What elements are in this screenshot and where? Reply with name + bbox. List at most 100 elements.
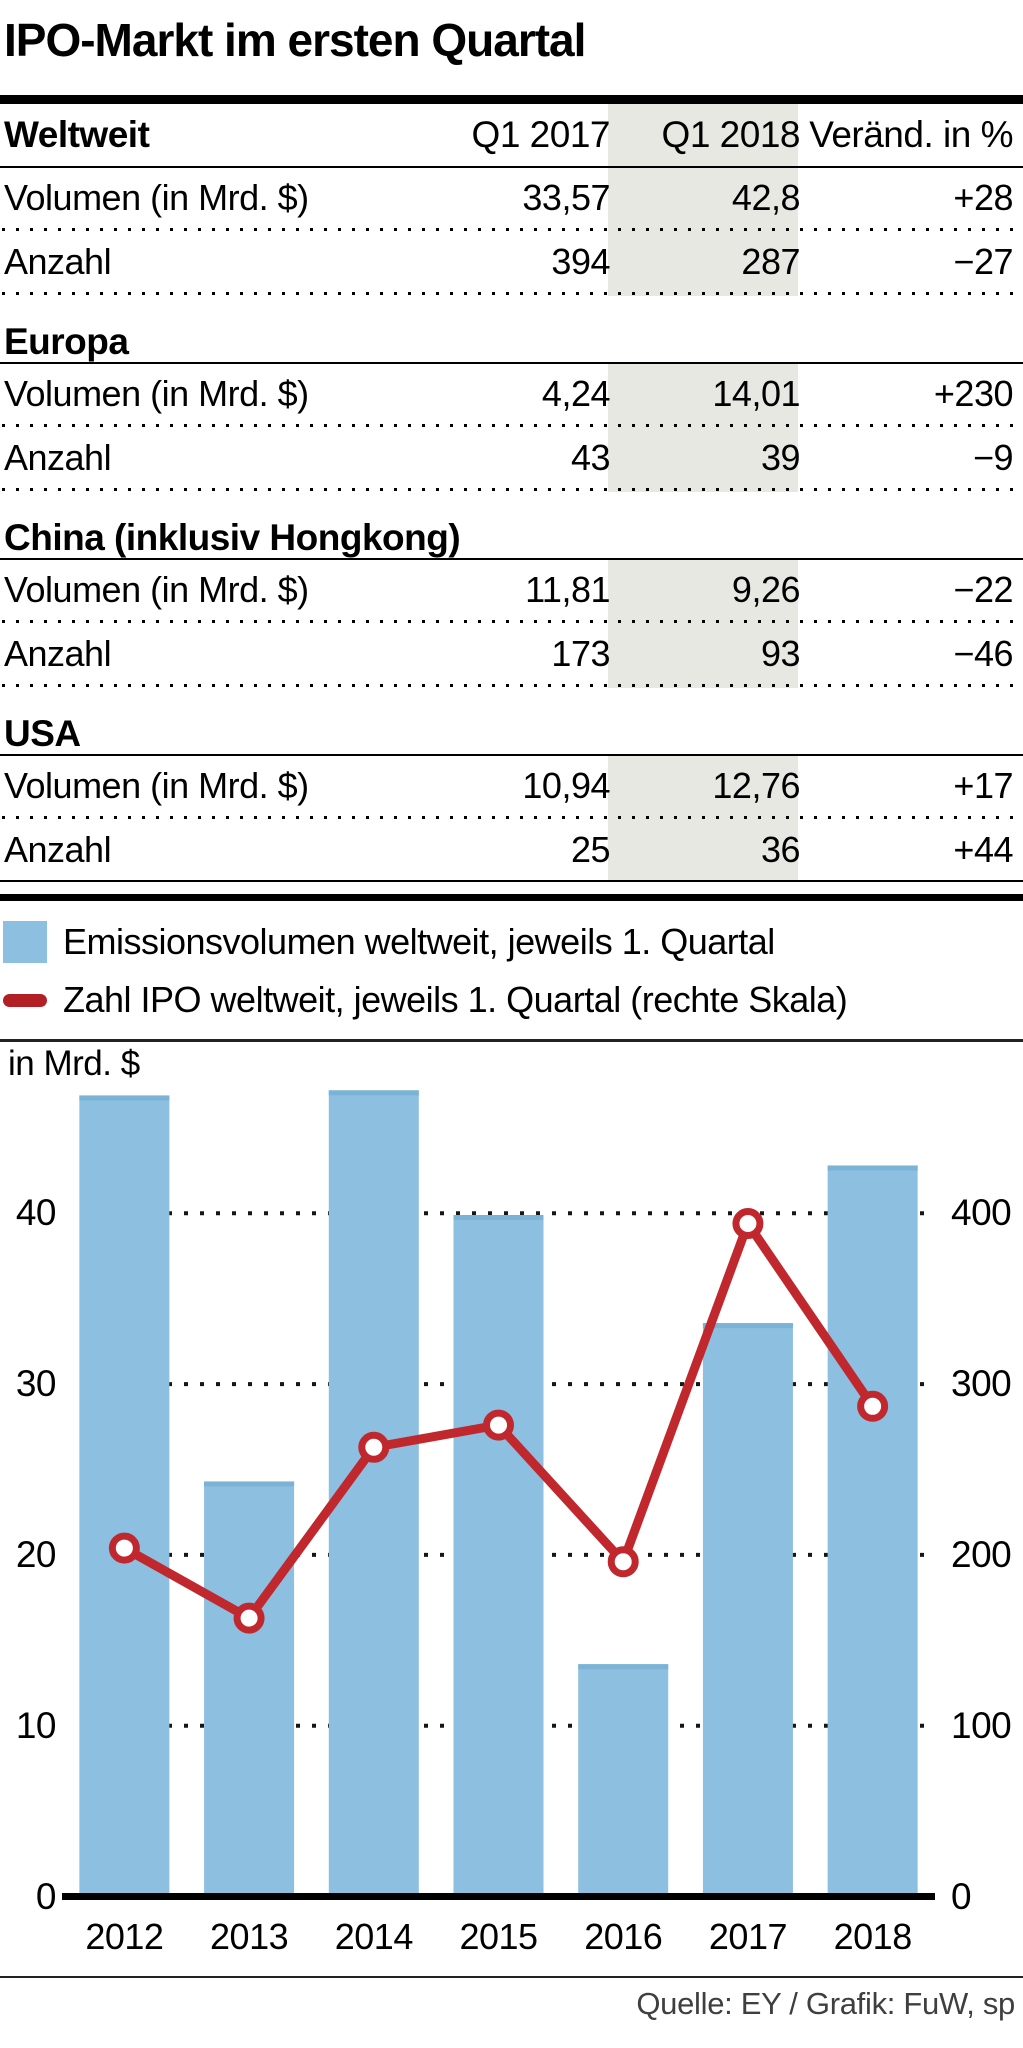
table-row: Anzahl 25 36 +44 bbox=[0, 820, 1023, 880]
marker bbox=[483, 1409, 514, 1441]
bar bbox=[702, 1323, 793, 1900]
section-body: Weltweit Q1 2017 Q1 2018 Veränd. in % Volume… bbox=[0, 104, 1023, 296]
dotted-separator bbox=[0, 488, 1023, 492]
cell-q1-2018: 12,76 bbox=[712, 765, 800, 806]
section-title-usa: USA bbox=[4, 713, 81, 754]
table-row: Anzahl 394 287 −27 bbox=[0, 232, 1023, 292]
cell-change: −46 bbox=[953, 633, 1013, 674]
col-label-change: Veränd. in % bbox=[809, 114, 1013, 155]
line-swatch-icon bbox=[3, 993, 47, 1007]
legend-item-count: Zahl IPO weltweit, jeweils 1. Quartal (r… bbox=[0, 975, 1023, 1025]
cell-q1-2018: 93 bbox=[760, 633, 801, 674]
cell-q1-2017: 43 bbox=[570, 437, 611, 478]
section-rule bbox=[0, 558, 1023, 560]
row-label: Volumen (in Mrd. $) bbox=[4, 373, 309, 414]
table-row: Anzahl 173 93 −46 bbox=[0, 624, 1023, 684]
section-body: Volumen (in Mrd. $) 11,81 9,26 −22 Anzahl 173… bbox=[0, 558, 1023, 688]
cell-q1-2017: 33,57 bbox=[522, 177, 610, 218]
bar-cap bbox=[578, 1664, 669, 1670]
page-title: IPO-Markt im ersten Quartal bbox=[4, 14, 586, 66]
left-axis-tick-label: 40 bbox=[15, 1192, 57, 1234]
marker bbox=[857, 1390, 889, 1422]
x-axis-year-label: 2018 bbox=[833, 1916, 913, 1957]
cell-change: +17 bbox=[953, 765, 1013, 806]
right-axis-tick-label: 200 bbox=[951, 1533, 1012, 1575]
x-axis-year-label: 2013 bbox=[210, 1916, 289, 1957]
row-label: Anzahl bbox=[4, 241, 112, 282]
row-label: Volumen (in Mrd. $) bbox=[4, 765, 309, 806]
column-header-row: Weltweit Q1 2017 Q1 2018 Veränd. in % bbox=[0, 104, 1023, 166]
chart-svg bbox=[62, 1090, 935, 1900]
bar bbox=[578, 1664, 669, 1900]
x-axis-year-label: 2016 bbox=[584, 1916, 663, 1957]
table-legend-divider-rule bbox=[0, 894, 1023, 901]
cell-q1-2018: 9,26 bbox=[731, 569, 801, 610]
cell-q1-2018: 287 bbox=[741, 241, 800, 282]
x-axis: 2012 2013 2014 2015 2016 2017 2018 bbox=[62, 1916, 935, 1958]
cell-q1-2018: 42,8 bbox=[731, 177, 801, 218]
section-title: Weltweit bbox=[4, 114, 150, 155]
cell-change: −27 bbox=[953, 241, 1013, 282]
right-axis-tick-label: 400 bbox=[951, 1192, 1012, 1234]
section-rule bbox=[0, 166, 1023, 168]
source-divider-rule bbox=[0, 1976, 1023, 1978]
dotted-separator bbox=[0, 424, 1023, 428]
cell-change: +230 bbox=[933, 373, 1014, 414]
legend-item-volume: Emissionsvolumen weltweit, jeweils 1. Qu… bbox=[0, 917, 1023, 967]
row-label: Volumen (in Mrd. $) bbox=[4, 569, 309, 610]
cell-change: +28 bbox=[953, 177, 1013, 218]
legend-chart-divider-rule bbox=[0, 1039, 1023, 1042]
table-end-rule bbox=[0, 880, 1023, 882]
cell-q1-2018: 14,01 bbox=[712, 373, 800, 414]
dotted-separator bbox=[0, 816, 1023, 820]
legend: Emissionsvolumen weltweit, jeweils 1. Qu… bbox=[0, 917, 1023, 1025]
bar bbox=[204, 1481, 295, 1900]
marker bbox=[732, 1208, 764, 1240]
bar bbox=[453, 1215, 544, 1900]
x-axis-year-label: 2012 bbox=[85, 1916, 164, 1957]
bar-cap bbox=[79, 1095, 170, 1101]
col-label-q1-2018: Q1 2018 bbox=[661, 114, 801, 155]
x-axis-year-label: 2015 bbox=[459, 1916, 538, 1957]
section-body: Volumen (in Mrd. $) 4,24 14,01 +230 Anzahl 43… bbox=[0, 362, 1023, 492]
col-label-q1-2017: Q1 2017 bbox=[471, 114, 611, 155]
bar-cap bbox=[702, 1323, 793, 1329]
bar-cap bbox=[453, 1215, 544, 1221]
row-label: Anzahl bbox=[4, 829, 112, 870]
x-axis-year-label: 2014 bbox=[334, 1916, 414, 1957]
cell-change: +44 bbox=[953, 829, 1013, 870]
bar-cap bbox=[328, 1090, 419, 1096]
title-rule bbox=[0, 95, 1023, 104]
right-axis-tick-label: 100 bbox=[951, 1704, 1012, 1746]
row-label: Volumen (in Mrd. $) bbox=[4, 177, 309, 218]
chart: 2012 2013 2014 2015 2016 2017 2018 0 10 20 30 40 0 1… bbox=[0, 1084, 1023, 1960]
x-axis-year-label: 2017 bbox=[708, 1916, 788, 1957]
cell-q1-2017: 25 bbox=[570, 829, 611, 870]
dotted-separator bbox=[0, 684, 1023, 688]
section-title-china: China (inklusiv Hongkong) bbox=[4, 517, 461, 558]
marker bbox=[607, 1546, 639, 1578]
bar bbox=[79, 1095, 170, 1900]
left-axis-tick-label: 30 bbox=[15, 1363, 57, 1405]
dotted-separator bbox=[0, 292, 1023, 296]
baseline bbox=[62, 1893, 935, 1900]
cell-q1-2017: 4,24 bbox=[541, 373, 611, 414]
bar-swatch-icon bbox=[3, 921, 47, 963]
left-axis-unit-label: in Mrd. $ bbox=[8, 1044, 140, 1083]
cell-q1-2017: 10,94 bbox=[522, 765, 610, 806]
cell-q1-2018: 39 bbox=[760, 437, 801, 478]
table-row: Anzahl 43 39 −9 bbox=[0, 428, 1023, 488]
dotted-separator bbox=[0, 620, 1023, 624]
section-title-europa: Europa bbox=[4, 321, 129, 362]
marker bbox=[108, 1532, 140, 1564]
left-axis-tick-label: 10 bbox=[15, 1704, 57, 1746]
left-axis-tick-label: 0 bbox=[35, 1875, 57, 1917]
bar-cap bbox=[827, 1165, 918, 1171]
table-row: Volumen (in Mrd. $) 10,94 12,76 +17 bbox=[0, 756, 1023, 816]
cell-q1-2017: 11,81 bbox=[525, 569, 610, 610]
bar bbox=[827, 1165, 918, 1900]
dotted-separator bbox=[0, 228, 1023, 232]
section-rule bbox=[0, 362, 1023, 364]
table-row: Volumen (in Mrd. $) 33,57 42,8 +28 bbox=[0, 168, 1023, 228]
